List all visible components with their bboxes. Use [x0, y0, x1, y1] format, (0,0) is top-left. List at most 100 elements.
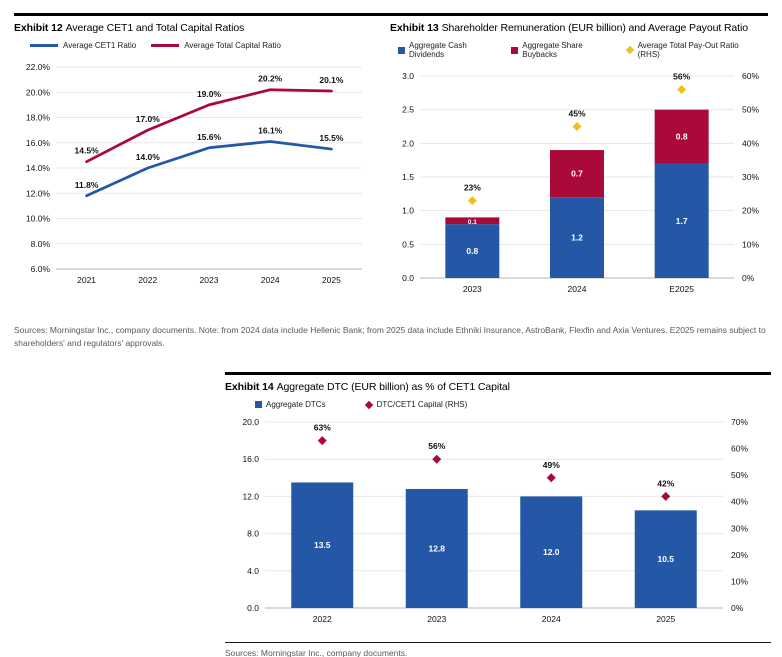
svg-text:2024: 2024	[568, 284, 587, 294]
svg-text:12.0: 12.0	[242, 492, 259, 502]
bottom-divider	[225, 642, 771, 644]
svg-text:1.5: 1.5	[402, 172, 414, 182]
sources-note-top: Sources: Morningstar Inc., company docum…	[14, 325, 766, 349]
svg-text:20.1%: 20.1%	[319, 75, 344, 85]
exhibit-12-label: Exhibit 12	[14, 22, 63, 34]
svg-text:56%: 56%	[428, 442, 445, 452]
legend-label-dtc-cet1-ratio: DTC/CET1 Capital (RHS)	[376, 400, 468, 410]
svg-text:16.0%: 16.0%	[26, 138, 51, 148]
svg-text:10%: 10%	[742, 239, 759, 249]
svg-text:0%: 0%	[731, 603, 744, 613]
exhibit-14-label: Exhibit 14	[225, 381, 274, 394]
svg-text:0.0: 0.0	[247, 603, 259, 613]
svg-text:23%: 23%	[464, 183, 481, 193]
aggregate-dtcs-swatch	[255, 401, 262, 409]
exhibit-12-legend: Average CET1 Ratio Average Total Capital…	[30, 41, 376, 50]
svg-text:4.0: 4.0	[247, 566, 259, 576]
svg-text:50%: 50%	[742, 105, 759, 115]
svg-text:60%: 60%	[731, 444, 748, 454]
shareholder-remuneration-bar-chart: 0.0 0.5 1.0 1.5 2.0 2.5 3.0 0% 10% 20% 30% 40% 50% 60…	[402, 71, 759, 294]
exhibit-14-legend: Aggregate DTCs DTC/CET1 Capital (RHS)	[255, 400, 771, 409]
svg-text:0%: 0%	[742, 273, 755, 283]
svg-text:30%: 30%	[742, 172, 759, 182]
svg-text:2022: 2022	[313, 614, 332, 624]
svg-text:E2025: E2025	[669, 284, 694, 294]
legend-label-aggregate-dtcs: Aggregate DTCs	[266, 400, 326, 410]
svg-text:2.0: 2.0	[402, 138, 414, 148]
cash-dividends-swatch	[398, 46, 405, 54]
sources-note-bottom: Sources: Morningstar Inc., company docum…	[225, 648, 408, 657]
svg-text:10%: 10%	[731, 577, 748, 587]
svg-text:2024: 2024	[261, 275, 280, 285]
svg-text:17.0%: 17.0%	[136, 114, 161, 124]
exhibit-14-title: Exhibit 14 Aggregate DTC (EUR billion) as…	[225, 381, 771, 393]
legend-item-payout-ratio: Average Total Pay-Out Ratio (RHS)	[625, 41, 753, 59]
exhibit-14-inner: Exhibit 14 Aggregate DTC (EUR billion) as…	[225, 372, 771, 657]
svg-text:70%: 70%	[731, 417, 748, 427]
svg-text:20.2%: 20.2%	[258, 74, 283, 84]
svg-text:2023: 2023	[427, 614, 446, 624]
svg-text:42%: 42%	[657, 479, 674, 489]
svg-text:20%: 20%	[731, 550, 748, 560]
legend-label-payout-ratio: Average Total Pay-Out Ratio (RHS)	[637, 41, 739, 59]
payout-ratio-diamond-swatch	[625, 45, 634, 55]
aggregate-dtc-bar-chart: 0.0 4.0 8.0 12.0 16.0 20.0 0% 10% 20% 30% 40% 50% 60…	[242, 417, 748, 624]
svg-text:12.8: 12.8	[428, 544, 445, 554]
svg-text:2025: 2025	[656, 614, 675, 624]
svg-text:49%: 49%	[543, 460, 560, 470]
svg-text:2022: 2022	[138, 275, 157, 285]
legend-label-share-buybacks: Aggregate Share Buybacks	[522, 41, 583, 59]
exhibit-14: Exhibit 14 Aggregate DTC (EUR billion) as…	[225, 372, 771, 657]
svg-text:56%: 56%	[673, 71, 690, 81]
exhibit-12-title: Exhibit 12 Average CET1 and Total Capital…	[14, 22, 376, 34]
svg-text:18.0%: 18.0%	[26, 113, 51, 123]
svg-text:30%: 30%	[731, 524, 748, 534]
svg-text:2023: 2023	[200, 275, 219, 285]
svg-text:0.8: 0.8	[676, 132, 688, 142]
exhibit-13-subtitle: Shareholder Remuneration (EUR billion) a…	[441, 22, 748, 34]
svg-text:13.5: 13.5	[314, 541, 331, 551]
dtc-cet1-diamond-swatch	[364, 400, 373, 410]
svg-text:20.0: 20.0	[242, 417, 259, 427]
svg-text:2.5: 2.5	[402, 105, 414, 115]
svg-text:6.0%: 6.0%	[31, 264, 51, 274]
svg-text:1.7: 1.7	[676, 216, 688, 226]
share-buybacks-swatch	[511, 46, 519, 54]
top-exhibit-row: Exhibit 12 Average CET1 and Total Capital…	[14, 13, 768, 304]
svg-text:0.8: 0.8	[466, 246, 478, 256]
svg-text:11.8%: 11.8%	[75, 180, 99, 190]
svg-text:1.0: 1.0	[402, 206, 414, 216]
cet1-total-capital-line-chart: 6.0% 8.0% 10.0% 12.0% 14.0% 16.0% 18.0% 20.0% 22…	[26, 62, 362, 285]
svg-text:14.0%: 14.0%	[136, 152, 161, 162]
legend-item-total-capital-ratio: Average Total Capital Ratio	[151, 41, 281, 50]
svg-text:2023: 2023	[463, 284, 482, 294]
svg-text:0.7: 0.7	[571, 169, 583, 179]
svg-text:2021: 2021	[77, 275, 96, 285]
svg-text:8.0%: 8.0%	[31, 239, 51, 249]
svg-text:10.0%: 10.0%	[26, 214, 51, 224]
svg-text:12.0%: 12.0%	[26, 188, 51, 198]
exhibit-13-title: Exhibit 13 Shareholder Remuneration (EUR …	[390, 22, 768, 34]
exhibit-12: Exhibit 12 Average CET1 and Total Capital…	[14, 22, 376, 304]
svg-text:1.2: 1.2	[571, 233, 583, 243]
legend-label-cet1-ratio: Average CET1 Ratio	[63, 41, 137, 50]
legend-item-cash-dividends: Aggregate Cash Dividends	[398, 41, 496, 59]
svg-text:12.0: 12.0	[543, 548, 560, 558]
svg-text:63%: 63%	[314, 423, 331, 433]
svg-text:2025: 2025	[322, 275, 341, 285]
legend-item-cet1-ratio: Average CET1 Ratio	[30, 41, 136, 50]
exhibit-13: Exhibit 13 Shareholder Remuneration (EUR …	[376, 22, 768, 304]
legend-item-dtc-cet1-ratio: DTC/CET1 Capital (RHS)	[364, 400, 468, 410]
total-capital-line-swatch	[151, 44, 180, 47]
svg-text:0.1: 0.1	[468, 219, 477, 226]
legend-item-share-buybacks: Aggregate Share Buybacks	[511, 41, 611, 59]
svg-text:16.0: 16.0	[242, 455, 259, 465]
exhibit-13-label: Exhibit 13	[390, 22, 439, 34]
svg-text:2024: 2024	[542, 614, 561, 624]
svg-text:20.0%: 20.0%	[26, 87, 51, 97]
exhibit-13-legend: Aggregate Cash Dividends Aggregate Share…	[398, 41, 768, 59]
svg-text:0.0: 0.0	[402, 273, 414, 283]
legend-item-aggregate-dtcs: Aggregate DTCs	[255, 400, 326, 409]
svg-text:19.0%: 19.0%	[197, 89, 222, 99]
